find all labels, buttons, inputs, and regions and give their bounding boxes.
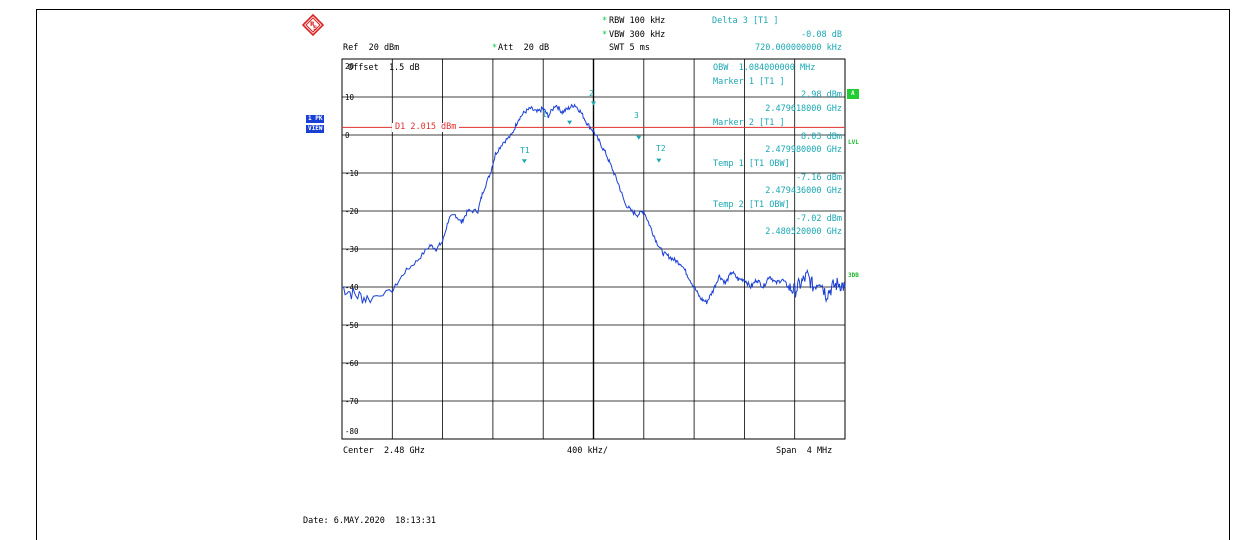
readout-line: Temp 2 [T1 OBW] [713, 200, 790, 210]
readout-line: -7.16 dBm [795, 172, 842, 183]
sweep-time-label: SWT 5 ms [609, 43, 650, 53]
y-tick-label: -20 [345, 207, 359, 216]
readout-line: Marker 2 [T1 ] [713, 117, 785, 128]
vbw-star: * [602, 30, 608, 40]
marker-point [636, 135, 642, 140]
readout-line: 2.98 dBm [801, 90, 842, 101]
readout-line: -7.02 dBm [795, 213, 842, 224]
y-tick-label: -40 [345, 283, 359, 292]
lvl-tag: LVL [848, 139, 859, 146]
readout-line: 2.479436000 GHz [765, 186, 842, 197]
readout-line: Marker 1 [T1 ] [713, 76, 785, 87]
y-tick-label: -50 [345, 321, 359, 330]
ref-level-label: Ref 20 dBm [343, 43, 400, 53]
marker-3-label: 3 [634, 111, 639, 120]
y-tick-label: 0 [345, 131, 350, 140]
vbw-label: VBW 300 kHz [609, 30, 666, 40]
rohde-schwarz-logo-icon: R S [302, 14, 324, 36]
delta-marker-value: -0.08 dB [801, 30, 842, 40]
trace-view-tag: VIEW [306, 125, 325, 133]
readout-line: 2.479618000 GHz [765, 104, 842, 115]
span-label: Span 4 MHz [776, 446, 833, 456]
marker-point [656, 158, 662, 163]
3db-tag: 3DB [848, 272, 859, 279]
marker-1-label: 1 [542, 110, 547, 119]
trace-mode-tag: 1 PK [306, 115, 325, 123]
readout-line: Temp 1 [T1 OBW] [713, 158, 790, 169]
a-tag: A [847, 89, 859, 99]
offset-label: Offset 1.5 dB [348, 63, 420, 73]
readout-line: 8.03 dBm [801, 131, 842, 142]
marker-point [521, 159, 527, 164]
temp-1-label: T1 [520, 146, 530, 155]
marker-point [567, 120, 573, 125]
timestamp: Date: 6.MAY.2020 18:13:31 [303, 516, 437, 526]
marker-2-label: 2 [589, 89, 594, 98]
attenuation-label: Att 20 dB [498, 43, 550, 53]
att-star: * [492, 43, 498, 53]
y-tick-label: -80 [345, 427, 359, 436]
delta-marker-freq: 720.000000000 kHz [755, 43, 842, 53]
y-tick-label: 10 [345, 93, 355, 102]
y-tick-label: -60 [345, 359, 359, 368]
temp-2-label: T2 [656, 144, 666, 153]
readout-line: 2.479980000 GHz [765, 145, 842, 156]
svg-text:R: R [310, 21, 315, 28]
readout-line: OBW 1.084000000 MHz [713, 63, 816, 73]
y-tick-label: 20 [345, 62, 355, 71]
rbw-label: RBW 100 kHz [609, 16, 666, 26]
screenshot-frame [36, 9, 1230, 540]
spectrum-trace [341, 103, 846, 305]
y-tick-label: -10 [345, 169, 359, 178]
display-line-label: D1 2.015 dBm [392, 123, 460, 132]
delta-marker-title: Delta 3 [T1 ] [712, 16, 779, 26]
division-label: 400 kHz/ [567, 446, 608, 456]
y-tick-label: -30 [345, 245, 359, 254]
marker-point [591, 101, 596, 106]
readout-line: 2.480520000 GHz [765, 227, 842, 238]
y-tick-label: -70 [345, 397, 359, 406]
svg-text:S: S [313, 25, 317, 32]
center-frequency-label: Center 2.48 GHz [343, 446, 425, 456]
rbw-star: * [602, 16, 608, 26]
